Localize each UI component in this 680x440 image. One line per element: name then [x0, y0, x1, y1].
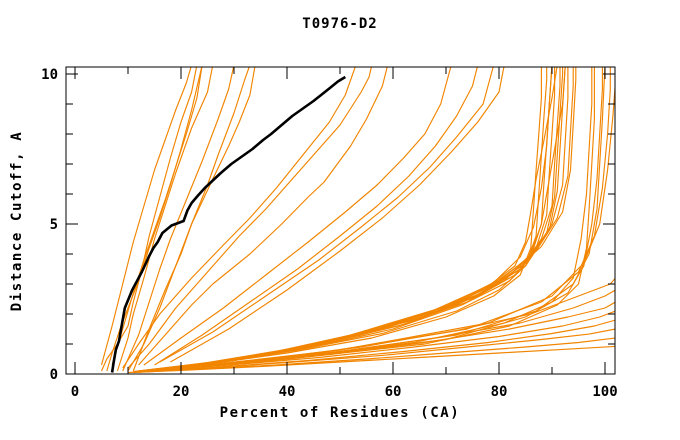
model-curve-model-12: [154, 67, 478, 366]
curves-group: [100, 67, 615, 374]
model-curve-model-09: [127, 67, 372, 369]
model-curve-model-23: [165, 67, 574, 371]
model-curve-model-05: [122, 67, 235, 372]
y-tick-label: 5: [50, 217, 58, 233]
x-tick-label: 80: [491, 384, 508, 400]
model-curve-model-13: [159, 67, 494, 363]
x-tick-label: 40: [279, 384, 296, 400]
model-curve-model-14: [170, 67, 505, 363]
model-curve-model-02: [106, 67, 203, 372]
model-curve-model-08: [122, 67, 356, 369]
x-tick-label: 0: [71, 384, 79, 400]
model-curve-model-01: [100, 67, 192, 366]
model-curve-model-10: [138, 67, 388, 366]
x-axis-label: Percent of Residues (CA): [219, 405, 461, 421]
model-curve-model-26: [133, 67, 558, 373]
model-curve-model-24: [143, 67, 566, 372]
model-curve-model-21: [149, 67, 566, 371]
model-curve-model-03: [111, 67, 203, 366]
model-curve-model-41: [159, 277, 615, 371]
model-curve-model-37: [143, 319, 615, 373]
model-curve-model-06: [127, 67, 250, 372]
highlighted-model-curve: [110, 75, 346, 373]
model-curve-model-28: [149, 67, 595, 372]
y-tick-label: 10: [41, 67, 58, 83]
model-curve-model-35: [133, 337, 615, 374]
model-curve-model-40: [154, 289, 615, 372]
model-curve-model-30: [143, 67, 593, 372]
chart-title: T0976-D2: [302, 16, 378, 32]
model-curve-model-07: [132, 67, 256, 372]
model-curve-model-20: [154, 67, 564, 371]
model-curve-model-11: [143, 67, 452, 366]
model-curve-model-04: [116, 67, 213, 372]
x-tick-label: 100: [592, 384, 617, 400]
y-tick-label: 0: [50, 367, 58, 383]
model-curve-model-39: [149, 301, 615, 372]
x-tick-label: 60: [385, 384, 402, 400]
model-curve-model-27: [170, 67, 577, 370]
x-tick-label: 20: [173, 384, 190, 400]
model-curve-model-42: [100, 67, 198, 372]
model-curve-model-15: [133, 67, 542, 373]
